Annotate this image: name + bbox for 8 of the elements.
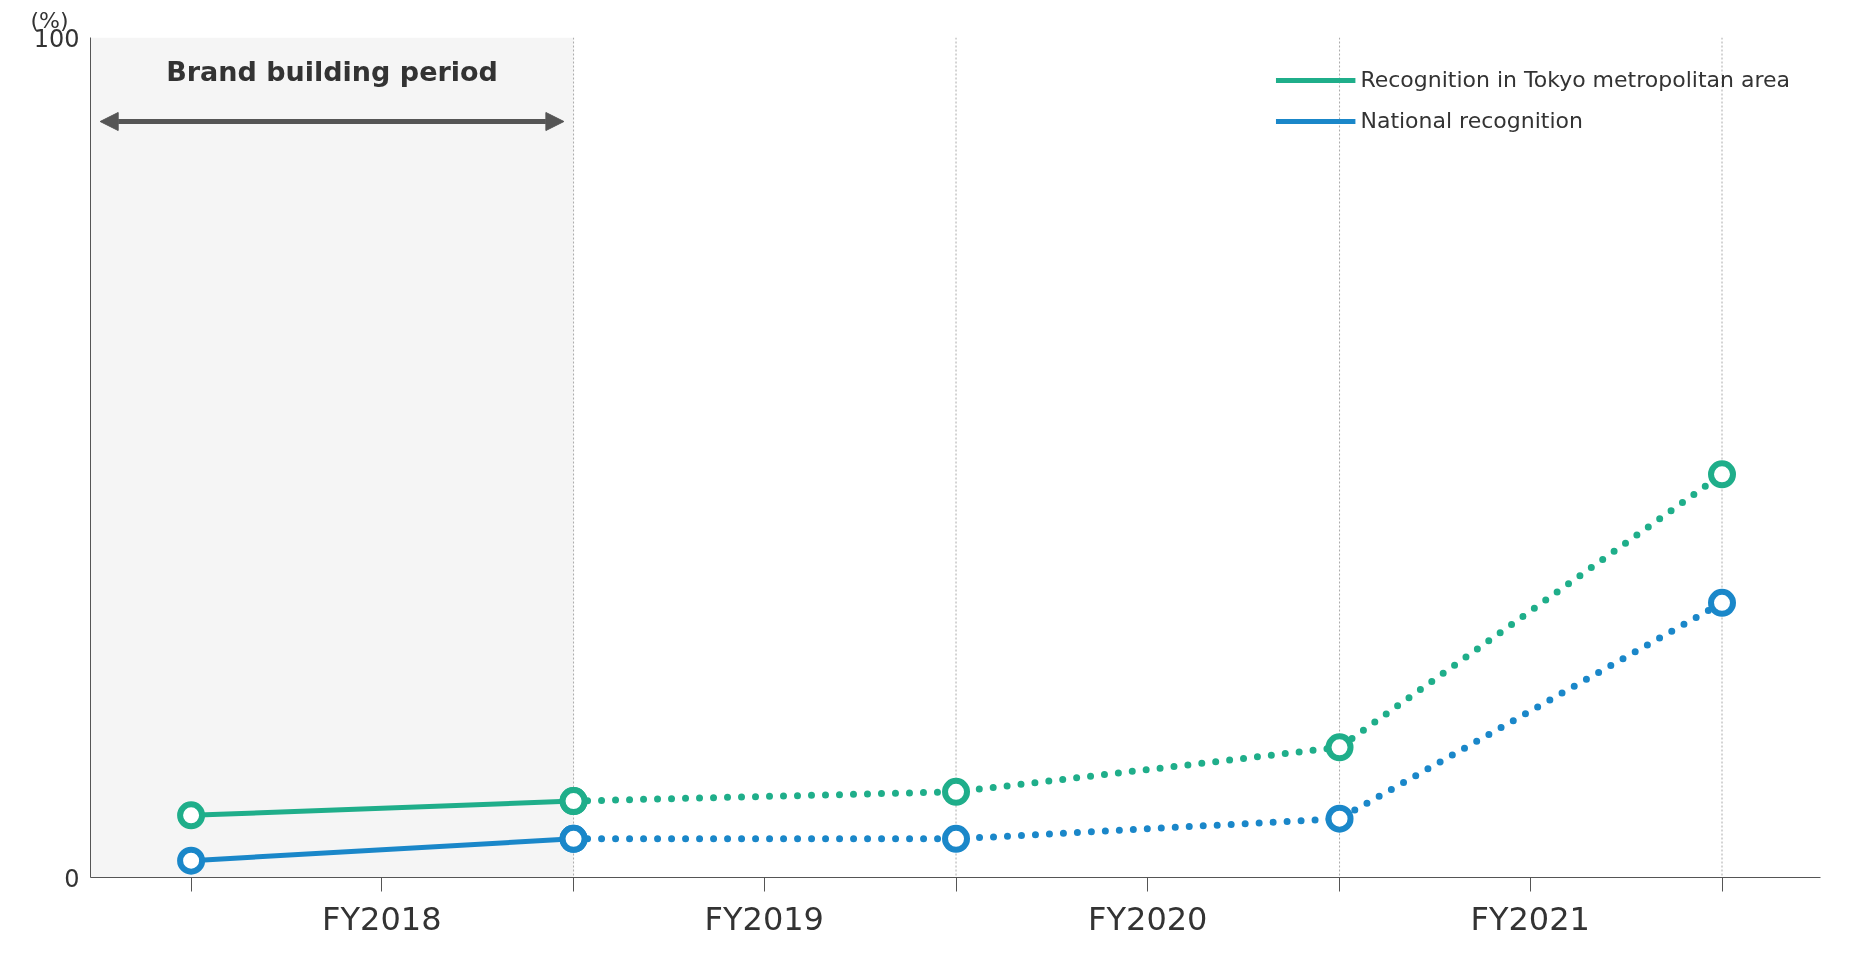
y-tick-label: 0 — [64, 864, 80, 893]
x-tick-label: FY2019 — [704, 899, 824, 938]
x-tick-label: FY2020 — [1088, 899, 1208, 938]
x-tick-label: FY2018 — [322, 899, 442, 938]
band-label: Brand building period — [166, 55, 498, 87]
legend-label: National recognition — [1360, 108, 1583, 133]
x-tick-label: FY2021 — [1470, 899, 1590, 938]
legend-label: Recognition in Tokyo metropolitan area — [1360, 67, 1790, 92]
